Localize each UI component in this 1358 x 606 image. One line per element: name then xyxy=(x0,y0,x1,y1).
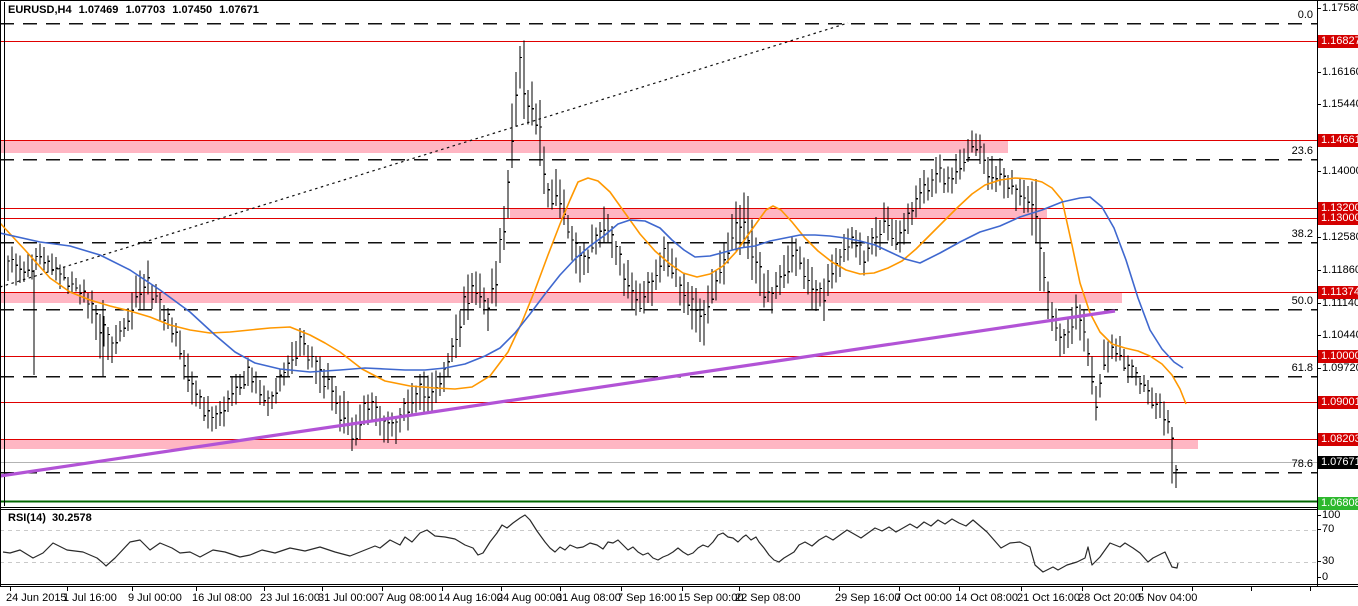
time-axis-label: 31 Jul 00:00 xyxy=(318,592,378,604)
time-axis-label: 28 Oct 20:00 xyxy=(1078,592,1141,604)
price-level-badge: 1.10000 xyxy=(1318,350,1358,363)
ohlc-open-value: 1.07469 xyxy=(78,4,119,16)
price-axis-label: 1.10440 xyxy=(1322,329,1358,341)
fib-level-label: 61.8 xyxy=(1291,362,1313,374)
time-axis-label: 1 Jul 16:00 xyxy=(63,592,117,604)
fib-level-label: 50.0 xyxy=(1291,295,1313,307)
time-axis-label: 14 Oct 08:00 xyxy=(955,592,1018,604)
rsi-axis-label: 30 xyxy=(1322,555,1335,567)
rsi-name: RSI(14) xyxy=(8,512,46,524)
fib-level-label: 78.6 xyxy=(1291,458,1313,470)
time-axis-label: 24 Jun 2015 xyxy=(6,592,67,604)
ohlc-close-value: 1.07671 xyxy=(219,4,259,16)
time-axis-label: 9 Jul 00:00 xyxy=(128,592,182,604)
price-axis-label: 1.14000 xyxy=(1322,165,1358,177)
price-level-badge: 1.16827 xyxy=(1318,35,1358,48)
rsi-line xyxy=(2,514,1179,573)
price-zone-band[interactable] xyxy=(0,140,1008,153)
rsi-value: 30.2578 xyxy=(51,512,92,524)
price-level-badge: 1.11374 xyxy=(1318,286,1358,299)
dotted-trendline[interactable] xyxy=(0,22,849,288)
price-level-badge: 1.09001 xyxy=(1318,396,1358,409)
fib-level-label: 38.2 xyxy=(1291,228,1313,240)
ohlc-high-value: 1.07703 xyxy=(125,4,166,16)
fib-level-label: 0.0 xyxy=(1297,9,1313,21)
price-axis-label: 1.09720 xyxy=(1322,362,1358,374)
fib-level-label: 23.6 xyxy=(1291,145,1313,157)
time-axis-label: 14 Aug 16:00 xyxy=(438,592,503,604)
price-level-badge: 1.08203 xyxy=(1318,433,1358,446)
time-axis-label: 7 Oct 00:00 xyxy=(895,592,952,604)
price-axis-label: 1.11860 xyxy=(1322,264,1358,276)
purple-trendline[interactable] xyxy=(0,309,1116,478)
time-axis-label: 5 Nov 04:00 xyxy=(1138,592,1198,604)
price-level-badge: 1.13200 xyxy=(1318,202,1358,215)
price-bars-series xyxy=(7,40,1178,488)
time-axis-label: 21 Oct 16:00 xyxy=(1017,592,1080,604)
time-axis-label: 7 Sep 16:00 xyxy=(617,592,677,604)
price-zone-band[interactable] xyxy=(0,293,1122,303)
ma-fast-line xyxy=(0,177,1187,405)
price-axis-label: 1.12580 xyxy=(1322,231,1358,243)
time-axis-label: 15 Sep 00:00 xyxy=(678,592,744,604)
time-axis-label: 31 Aug 08:00 xyxy=(556,592,621,604)
price-axis-label: 1.17580 xyxy=(1322,2,1358,14)
ma-slow-line xyxy=(0,196,1184,373)
price-level-badge: 1.13000 xyxy=(1318,212,1358,225)
symbol-timeframe-label: EURUSD,H4 xyxy=(8,4,72,16)
time-axis-label: 29 Sep 16:00 xyxy=(835,592,901,604)
time-axis-label: 16 Jul 08:00 xyxy=(192,592,252,604)
rsi-indicator-label: RSI(14) 30.2578 xyxy=(8,512,95,524)
time-axis-label: 22 Sep 08:00 xyxy=(735,592,801,604)
price-axis-label: 1.15440 xyxy=(1322,98,1358,110)
price-level-badge: 1.07671 xyxy=(1318,456,1358,469)
time-axis-label: 7 Aug 08:00 xyxy=(378,592,437,604)
time-axis-label: 24 Aug 00:00 xyxy=(497,592,562,604)
rsi-axis-label: 70 xyxy=(1322,523,1335,535)
price-axis-label: 1.16160 xyxy=(1322,66,1358,78)
rsi-axis-label: 100 xyxy=(1322,509,1341,521)
ohlc-low-value: 1.07450 xyxy=(172,4,213,16)
price-zone-band[interactable] xyxy=(0,439,1198,449)
price-level-badge: 1.06808 xyxy=(1318,497,1358,510)
rsi-axis-label: 0 xyxy=(1322,571,1329,583)
chart-header-ohlc: EURUSD,H4 1.07469 1.07703 1.07450 1.0767… xyxy=(8,4,263,16)
price-zone-band[interactable] xyxy=(510,208,1047,218)
price-axis-label: 1.11140 xyxy=(1322,297,1358,309)
price-level-badge: 1.14661 xyxy=(1318,134,1358,147)
time-axis-label: 23 Jul 16:00 xyxy=(260,592,320,604)
